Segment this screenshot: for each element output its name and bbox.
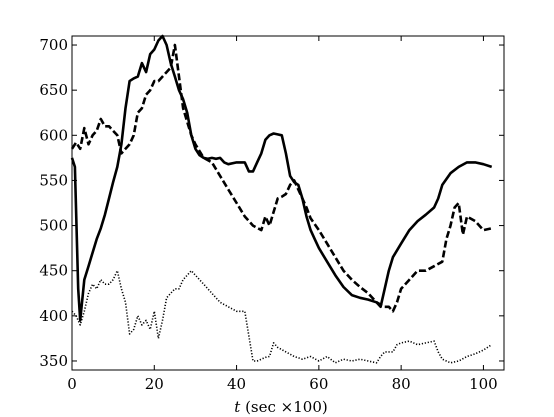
x-axis-label: t (sec ×100)	[234, 398, 327, 416]
series-line-solid	[70, 34, 493, 322]
x-axis-label-var: t	[234, 398, 241, 416]
y-tick-label: 500	[39, 217, 68, 235]
y-tick-label: 350	[39, 352, 68, 370]
x-tick-label: 40	[227, 375, 246, 393]
series-line-dashed	[70, 43, 492, 313]
y-tick-label: 400	[39, 307, 68, 325]
x-tick-label: 80	[392, 375, 411, 393]
y-tick-label: 450	[39, 262, 68, 280]
y-tick-label: 650	[39, 81, 68, 99]
y-tick-label: 700	[39, 36, 68, 54]
y-tick-label: 550	[39, 171, 68, 189]
tick-layer: 0 20 40 60 80 100 350 400 450 500 550 600 650 700	[39, 36, 504, 393]
x-tick-label: 100	[469, 375, 498, 393]
plot-area	[71, 35, 505, 371]
x-tick-label: 20	[145, 375, 164, 393]
y-tick-label: 600	[39, 126, 68, 144]
series-layer	[70, 34, 493, 364]
x-tick-label: 60	[309, 375, 328, 393]
x-tick-label: 0	[67, 375, 77, 393]
x-axis-label-unit: (sec ×100)	[245, 398, 328, 416]
